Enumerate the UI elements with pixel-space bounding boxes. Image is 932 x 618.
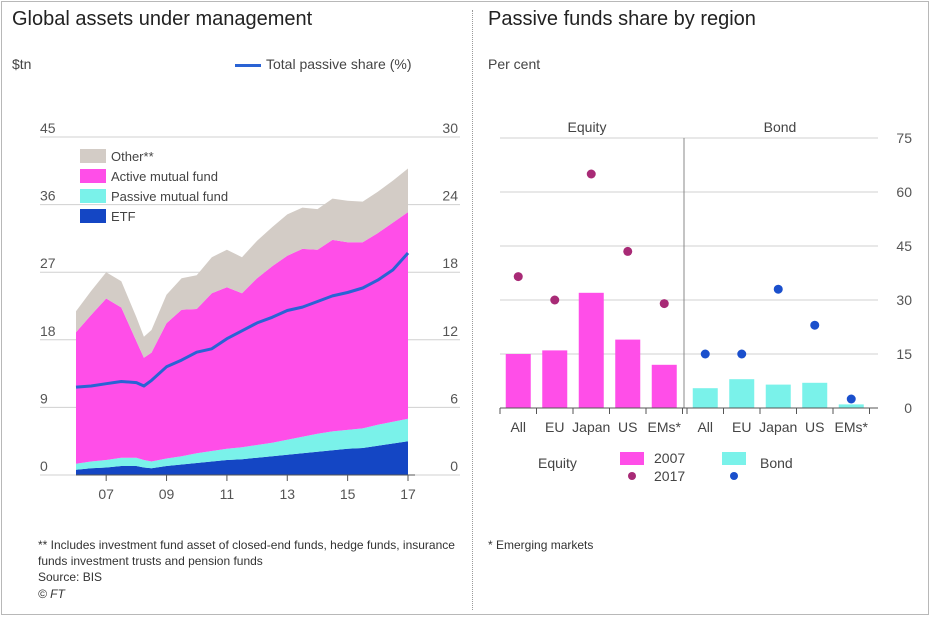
legend-label: ETF	[111, 209, 136, 224]
x-tick-label: 15	[340, 486, 356, 502]
x-tick-label: Japan	[759, 419, 797, 435]
legend-swatch	[80, 189, 106, 203]
panel-divider	[472, 10, 473, 610]
legend-row-label: Bond	[760, 455, 793, 471]
x-tick-label: Japan	[572, 419, 610, 435]
y-tick-label: 30	[896, 292, 912, 308]
legend-row-label: Equity	[538, 455, 577, 471]
ft-credit: © FT	[38, 587, 65, 601]
legend-swatch-bond-2007	[722, 452, 746, 465]
area-passive-mutual-fund	[76, 418, 408, 470]
dot-2017-bond	[810, 320, 820, 330]
dot-2017-equity	[550, 295, 560, 305]
y2-tick-label: 12	[442, 323, 458, 339]
dot-2017-bond	[846, 394, 856, 404]
y2-tick-label: 6	[450, 390, 458, 406]
y2-tick-label: 24	[442, 188, 458, 204]
x-tick-label: 07	[98, 486, 114, 502]
y-tick-label: 75	[896, 130, 912, 146]
area-active-mutual-fund	[76, 212, 408, 464]
dot-2017-equity	[586, 169, 596, 179]
y-tick-label: 0	[904, 400, 912, 416]
legend-swatch	[80, 149, 106, 163]
bar-2007-bond	[765, 384, 791, 408]
bar-2007-equity	[578, 292, 604, 408]
x-tick-label: EU	[732, 419, 751, 435]
x-tick-label: US	[805, 419, 824, 435]
area-etf	[76, 441, 408, 475]
left-chart-title: Global assets under management	[12, 8, 313, 30]
group-label: Equity	[568, 119, 607, 135]
group-label: Bond	[764, 119, 797, 135]
legend-swatch	[80, 169, 106, 183]
bar-2007-equity	[505, 354, 531, 408]
source-note: Source: BIS	[38, 570, 103, 584]
right-chart-title: Passive funds share by region	[488, 8, 756, 30]
x-tick-label: 09	[159, 486, 175, 502]
bar-2007-equity	[542, 350, 568, 408]
y-tick-label: 27	[40, 255, 56, 271]
y-tick-label: 9	[40, 390, 48, 406]
y2-tick-label: 30	[442, 120, 458, 136]
dot-2017-equity	[623, 246, 633, 256]
y-tick-label: 60	[896, 184, 912, 200]
right-footnote: * Emerging markets	[488, 538, 594, 552]
legend-dot-bond-2017	[730, 472, 738, 480]
y-tick-label: 0	[40, 458, 48, 474]
x-tick-label: All	[697, 419, 713, 435]
bar-2007-equity	[615, 339, 641, 408]
x-tick-label: EMs*	[835, 419, 869, 435]
left-footnote: ** Includes investment fund asset of clo…	[38, 538, 455, 568]
y-tick-label: 15	[896, 346, 912, 362]
y-tick-label: 45	[40, 120, 56, 136]
bar-2007-equity	[651, 364, 677, 408]
dot-2017-bond	[737, 349, 747, 359]
x-tick-label: EMs*	[648, 419, 682, 435]
dot-2017-equity	[513, 272, 523, 282]
x-tick-label: US	[618, 419, 637, 435]
y-tick-label: 45	[896, 238, 912, 254]
y2-tick-label: 18	[442, 255, 458, 271]
legend-label: Active mutual fund	[111, 169, 218, 184]
dot-2017-equity	[659, 299, 669, 309]
bar-2007-bond	[729, 379, 755, 408]
y-tick-label: 36	[40, 188, 56, 204]
dot-2017-bond	[773, 284, 783, 294]
x-tick-label: EU	[545, 419, 564, 435]
legend-swatch-equity-2007	[620, 452, 644, 465]
x-tick-label: 13	[279, 486, 295, 502]
legend-dot-equity-2017	[628, 472, 636, 480]
area-other	[76, 168, 408, 358]
x-tick-label: 17	[400, 486, 416, 502]
legend-label-2007: 2007	[654, 450, 685, 466]
legend-swatch	[80, 209, 106, 223]
left-unit-label: $tn	[12, 56, 32, 72]
bar-2007-bond	[692, 388, 718, 408]
line-legend-swatch	[235, 64, 261, 67]
x-tick-label: All	[510, 419, 526, 435]
passive-share-line	[75, 252, 410, 389]
bar-2007-bond	[802, 382, 828, 408]
legend-label: Other**	[111, 149, 154, 164]
legend-label: Passive mutual fund	[111, 189, 228, 204]
line-legend-label: Total passive share (%)	[266, 56, 412, 72]
y2-tick-label: 0	[450, 458, 458, 474]
right-unit-label: Per cent	[488, 56, 541, 72]
y-tick-label: 18	[40, 323, 56, 339]
dot-2017-bond	[700, 349, 710, 359]
x-tick-label: 11	[220, 486, 235, 502]
bar-2007-bond	[838, 404, 864, 408]
legend-label-2017: 2017	[654, 468, 685, 484]
